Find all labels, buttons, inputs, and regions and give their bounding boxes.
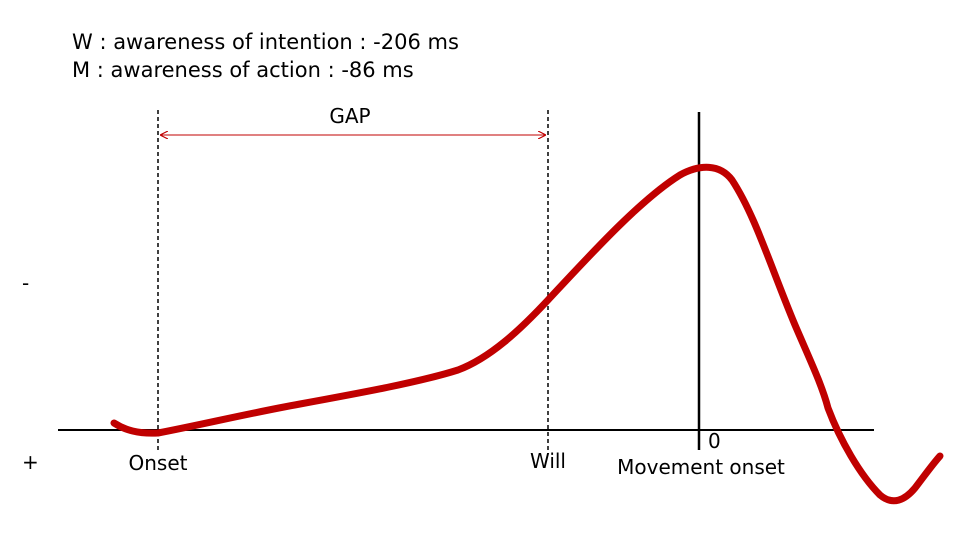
will-label: Will: [530, 449, 566, 473]
positive-sign: +: [22, 450, 39, 474]
onset-label: Onset: [129, 451, 188, 475]
movement-onset-label: Movement onset: [617, 455, 785, 479]
legend-m-line: M : awareness of action : -86 ms: [72, 58, 414, 82]
negative-sign: -: [22, 271, 29, 295]
legend-w-line: W : awareness of intention : -206 ms: [72, 30, 459, 54]
readiness-potential-curve: [110, 163, 944, 505]
gap-label: GAP: [329, 104, 370, 128]
zero-label: 0: [708, 429, 721, 453]
